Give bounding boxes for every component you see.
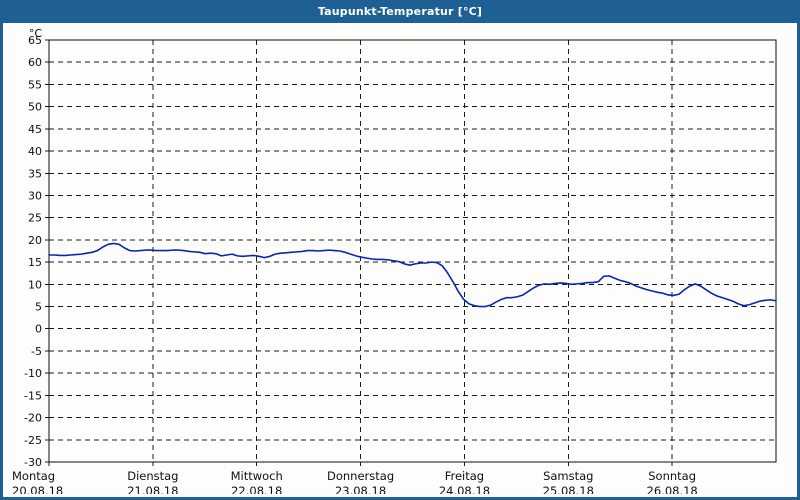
y-tick-label: 50: [28, 101, 42, 114]
y-tick-label: -30: [24, 456, 42, 469]
x-tick-day-label: Montag: [12, 469, 55, 483]
y-tick-label: 65: [28, 34, 42, 47]
x-tick-date-label: 20.08.18: [12, 484, 63, 494]
y-tick-label: -20: [24, 412, 42, 425]
y-tick-label: 30: [28, 189, 42, 202]
y-tick-label: -25: [24, 434, 42, 447]
y-tick-label: 35: [28, 167, 42, 180]
grid-lines: [49, 40, 776, 462]
x-tick-date-label: 26.08.18: [647, 484, 698, 494]
x-tick-day-label: Samstag: [543, 469, 593, 483]
x-tick-day-label: Dienstag: [127, 469, 178, 483]
chart-canvas: 65 60 55 50 45 40 35 30 25 20 15 10 5 0 -5 -10 -15 -20 -25…: [3, 23, 797, 494]
x-tick-day-label: Freitag: [445, 469, 484, 483]
data-series: [48, 242, 777, 308]
y-tick-label: -10: [24, 367, 42, 380]
x-tick-date-label: 25.08.18: [543, 484, 594, 494]
y-tick-label: 15: [28, 256, 42, 269]
y-tick-label: 40: [28, 145, 42, 158]
x-tick-date-label: 23.08.18: [335, 484, 386, 494]
x-tick-day-label: Mittwoch: [231, 469, 283, 483]
y-tick-label: 25: [28, 212, 42, 225]
y-axis-unit: °C: [29, 27, 43, 40]
x-tick-date-label: 21.08.18: [127, 484, 178, 494]
window-title: Taupunkt-Temperatur [°C]: [317, 5, 483, 18]
y-tick-label: 60: [28, 56, 42, 69]
plot-frame: [48, 39, 777, 463]
y-tick-label: 0: [35, 323, 42, 336]
y-tick-label: 5: [35, 301, 42, 314]
y-tick-label: 45: [28, 123, 42, 136]
y-tick-label: -5: [31, 345, 42, 358]
y-axis-unit-label: °C: [29, 27, 43, 40]
x-tick-date-label: 22.08.18: [231, 484, 282, 494]
x-tick-day-label: Donnerstag: [327, 469, 394, 483]
x-tick-date-label: 24.08.18: [439, 484, 490, 494]
y-tick-label: 20: [28, 234, 42, 247]
series-line-taupunkt: [48, 242, 777, 308]
window-titlebar: Taupunkt-Temperatur [°C]: [0, 0, 800, 23]
line-chart: 65605550454035302520151050-5-10-15-20-25…: [12, 27, 777, 494]
y-axis-ticks: 65605550454035302520151050-5-10-15-20-25…: [24, 34, 49, 469]
y-tick-label: 55: [28, 78, 42, 91]
x-tick-day-label: Sonntag: [648, 469, 696, 483]
y-tick-label: -15: [24, 389, 42, 402]
y-tick-label: 10: [28, 278, 42, 291]
